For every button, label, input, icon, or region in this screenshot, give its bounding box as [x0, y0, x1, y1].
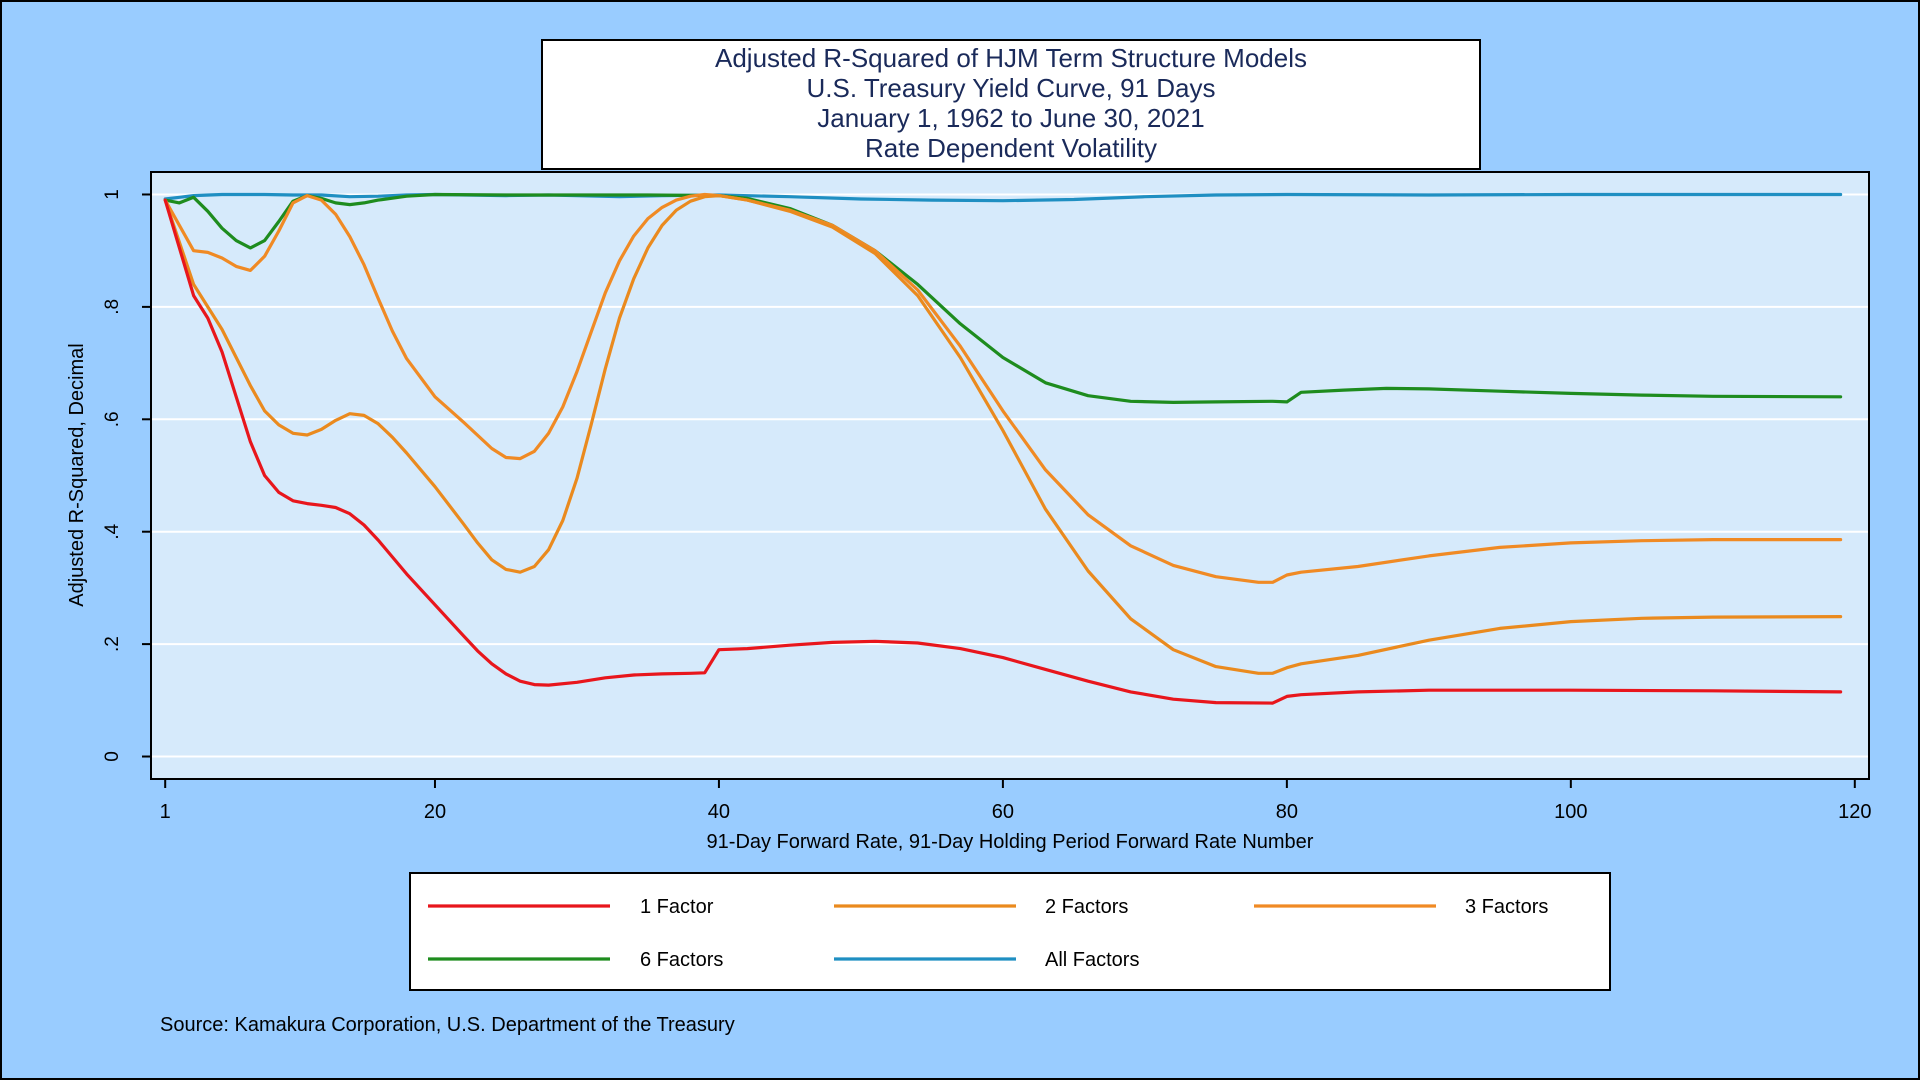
x-tick-label: 60: [992, 801, 1014, 823]
series-line-all-factors: [163, 192, 1843, 203]
x-tick-label: 1: [160, 801, 171, 823]
y-tick-label: .4: [102, 523, 123, 539]
legend-3-factors-label: 3 Factors: [1465, 896, 1548, 918]
title-box: Adjusted R-Squared of HJM Term Structure…: [541, 39, 1481, 170]
y-axis: 0 .2 .4 .6 .8 1: [102, 189, 151, 762]
legend-all-factors-label: All Factors: [1045, 949, 1139, 971]
title-line-3: January 1, 1962 to June 30, 2021: [817, 103, 1204, 133]
y-tick-label: .8: [102, 299, 123, 315]
x-tick-label: 100: [1554, 801, 1587, 823]
source-note: Source: Kamakura Corporation, U.S. Depar…: [160, 1014, 735, 1036]
series-line-3-factors: [163, 192, 1843, 584]
legend-1-factor-label: 1 Factor: [640, 896, 714, 918]
plot-area: [150, 171, 1870, 780]
x-tick-label: 40: [708, 801, 730, 823]
legend-2-factors-label: 2 Factors: [1045, 896, 1128, 918]
legend-box: [409, 872, 1611, 991]
title-line-1: Adjusted R-Squared of HJM Term Structure…: [715, 43, 1307, 73]
y-tick-label: .6: [102, 411, 123, 427]
y-axis-label: Adjusted R-Squared, Decimal: [66, 343, 88, 606]
series-line-1-factor: [163, 198, 1843, 705]
legend-6-factors-label: 6 Factors: [640, 949, 723, 971]
legend: 1 Factor 2 Factors 3 Factors 6 Factors All F…: [409, 872, 1611, 991]
x-axis: 1 20 40 60 80 100 120: [160, 779, 1871, 823]
series-lines: [163, 192, 1843, 705]
x-tick-label: 80: [1276, 801, 1298, 823]
y-tick-label: .2: [102, 636, 123, 652]
title-line-2: U.S. Treasury Yield Curve, 91 Days: [807, 73, 1216, 103]
x-tick-label: 120: [1838, 801, 1871, 823]
x-tick-label: 20: [424, 801, 446, 823]
y-tick-label: 0: [102, 751, 123, 762]
series-line-6-factors: [163, 192, 1843, 404]
series-line-2-factors: [163, 194, 1843, 675]
x-axis-label: 91-Day Forward Rate, 91-Day Holding Peri…: [707, 831, 1314, 853]
title-line-4: Rate Dependent Volatility: [865, 133, 1157, 163]
y-tick-label: 1: [102, 189, 123, 200]
